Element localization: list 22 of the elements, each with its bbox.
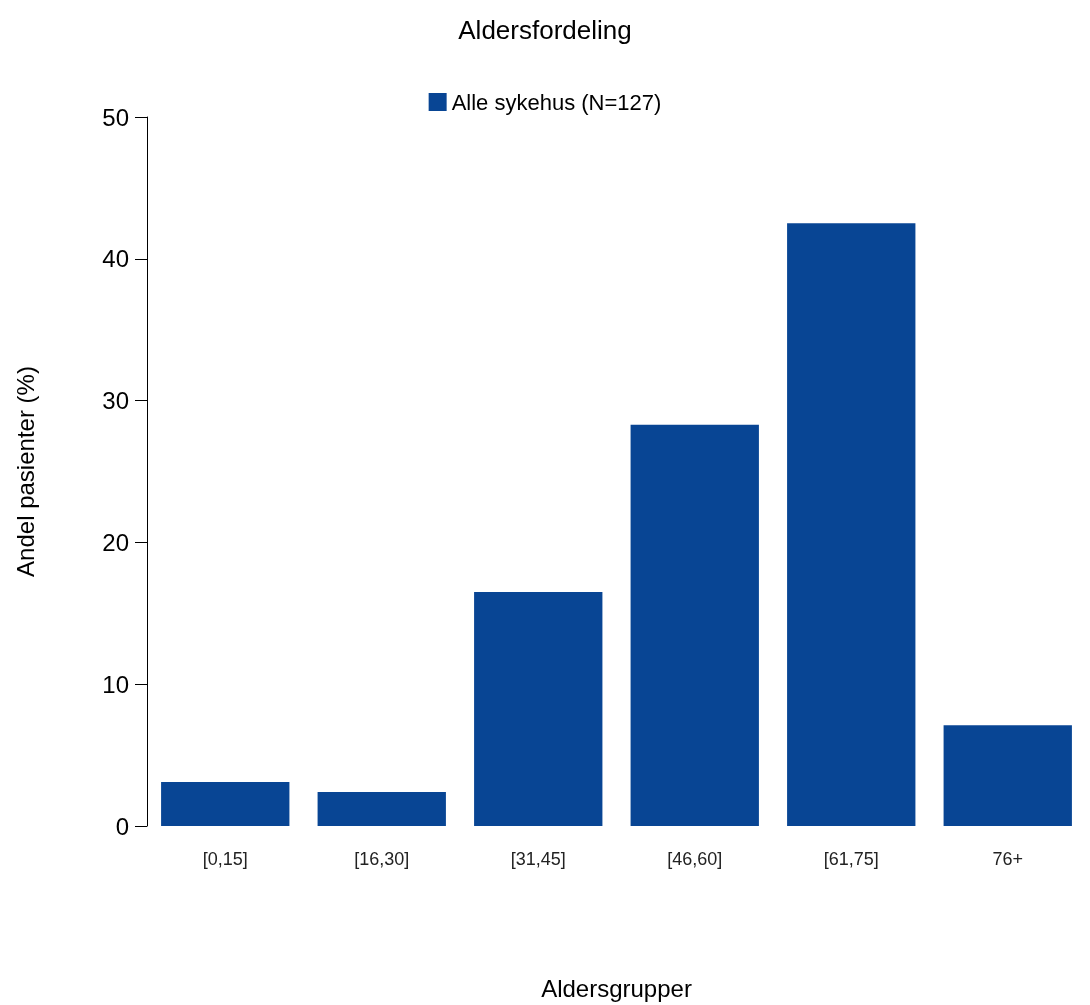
y-axis-title: Andel pasienter (%) <box>11 366 39 577</box>
y-tick-label: 20 <box>102 528 129 556</box>
bar <box>474 592 603 826</box>
legend-label: Alle sykehus (N=127) <box>451 89 662 115</box>
x-tick-label: 76+ <box>992 849 1024 869</box>
x-axis-title: Aldersgrupper <box>541 974 692 1002</box>
x-tick-label: [16,30] <box>354 849 410 869</box>
y-tick-label: 0 <box>115 812 129 840</box>
bar <box>161 782 290 826</box>
x-tick-label: [31,45] <box>510 849 566 869</box>
y-tick-label: 40 <box>102 245 129 273</box>
y-tick-label: 10 <box>102 670 129 698</box>
bar <box>943 725 1072 826</box>
bar <box>317 791 446 826</box>
bar <box>630 424 759 826</box>
y-tick-label: 50 <box>102 103 129 131</box>
bar <box>787 223 916 826</box>
y-tick-label: 30 <box>102 387 129 415</box>
chart-title: Aldersfordeling <box>458 15 632 45</box>
x-tick-label: [0,15] <box>202 849 248 869</box>
x-tick-label: [46,60] <box>667 849 723 869</box>
x-tick-label: [61,75] <box>823 849 879 869</box>
